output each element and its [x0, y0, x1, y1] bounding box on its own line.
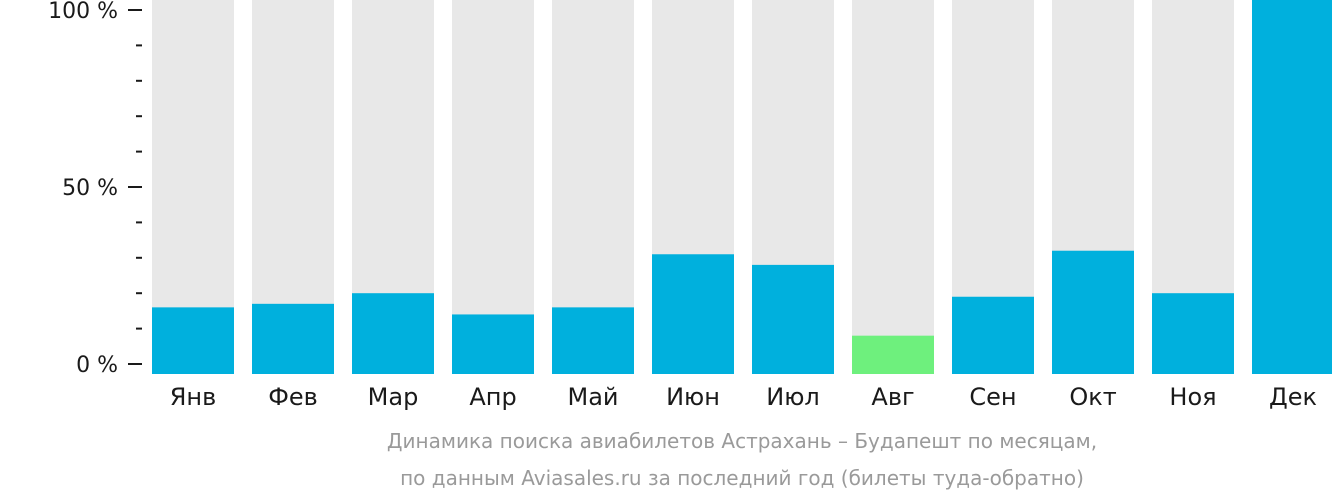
bar-5: [552, 307, 634, 374]
bar-background: [452, 0, 534, 374]
y-axis: 0 % 50 % 100 %: [48, 0, 142, 378]
x-tick-label: Апр: [469, 383, 516, 411]
x-tick-label: Июл: [766, 383, 820, 411]
x-tick-label: Янв: [170, 383, 217, 411]
x-tick-label: Июн: [666, 383, 720, 411]
chart-caption-line-1: Динамика поиска авиабилетов Астрахань – …: [386, 429, 1098, 453]
bar-3: [352, 293, 434, 374]
bar-7: [752, 264, 834, 374]
x-tick-label: Сен: [969, 383, 1016, 411]
y-tick-label: 0 %: [76, 353, 118, 378]
bar-background: [852, 0, 934, 374]
bar-11: [1152, 293, 1234, 374]
y-tick-label: 100 %: [48, 0, 118, 24]
bar-4: [452, 314, 534, 374]
bar-10: [1052, 250, 1134, 374]
bar-9: [952, 296, 1034, 374]
bar-1: [152, 307, 234, 374]
x-axis: Янв Фев Мар Апр Май Июн Июл Авг Сен Окт Ноя Дек: [170, 383, 1317, 411]
x-tick-label: Мар: [368, 383, 419, 411]
x-tick-label: Ноя: [1169, 383, 1216, 411]
bar-6: [652, 254, 734, 374]
bar-12: [1252, 0, 1332, 374]
x-tick-label: Дек: [1269, 383, 1317, 411]
x-tick-label: Авг: [871, 383, 914, 411]
y-tick-label: 50 %: [62, 176, 118, 201]
x-tick-label: Окт: [1069, 383, 1116, 411]
x-tick-label: Фев: [268, 383, 318, 411]
bar-8: [852, 335, 934, 374]
bar-2: [252, 303, 334, 374]
chart-caption-line-2: по данным Aviasales.ru за последний год …: [400, 466, 1084, 490]
x-tick-label: Май: [567, 383, 618, 411]
bars: [152, 0, 1332, 374]
